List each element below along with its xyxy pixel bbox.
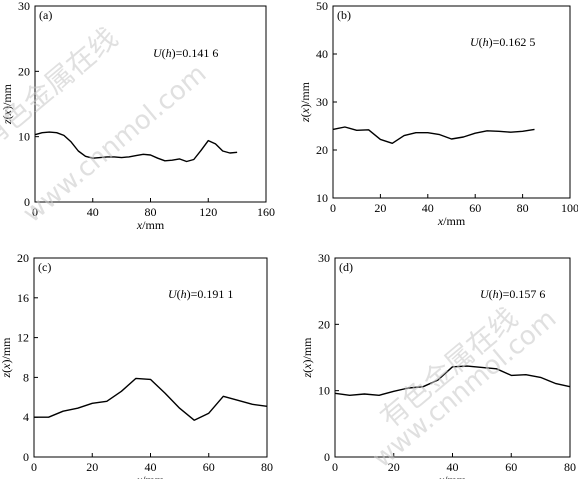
x-axis-label: x/mm (136, 218, 165, 232)
y-tick-label: 0 (324, 450, 330, 464)
panel-label: (c) (38, 260, 51, 274)
x-axis-label-unit: /mm (443, 214, 466, 228)
x-tick-label: 80 (261, 460, 273, 474)
x-tick-label: 0 (32, 205, 38, 219)
y-tick-label: 12 (17, 331, 29, 345)
x-tick-label: 100 (561, 201, 578, 215)
x-axis-label: x/mm (136, 473, 165, 479)
y-tick-label: 20 (318, 317, 330, 331)
annotation-text: U(h)=0.141 6 (153, 46, 218, 60)
panel-c: 0 20 40 60 80 0 4 8 12 16 20 x/mm z(x)/mm (c) U(h)=0.1… (0, 251, 273, 479)
x-axis-label-unit: /mm (142, 473, 165, 479)
y-tick-label: 40 (316, 47, 328, 61)
y-tick-label: 30 (18, 0, 30, 13)
y-tick-label: 0 (24, 195, 30, 209)
annotation-text: U(h)=0.157 6 (480, 287, 545, 301)
y-axis-label: z(x)/mm (0, 83, 14, 125)
annotation-text: U(h)=0.191 1 (168, 287, 233, 301)
x-tick-label: 80 (145, 205, 157, 219)
x-axis-label: x/mm (437, 214, 466, 228)
x-tick-label: 40 (447, 460, 459, 474)
y-tick-label: 4 (23, 410, 29, 424)
x-tick-label: 20 (86, 460, 98, 474)
x-tick-label: 60 (505, 460, 517, 474)
series-line (332, 126, 535, 145)
y-tick-label: 20 (18, 64, 30, 78)
x-tick-label: 0 (332, 460, 338, 474)
x-tick-label: 120 (199, 205, 217, 219)
x-tick-label: 20 (374, 201, 386, 215)
x-tick-label: 20 (388, 460, 400, 474)
x-tick-label: 60 (203, 460, 215, 474)
x-tick-label: 80 (517, 201, 529, 215)
y-tick-label: 8 (23, 370, 29, 384)
y-tick-label: 30 (316, 95, 328, 109)
panel-d: 0 20 40 60 80 0 10 20 30 x/mm z(x)/mm (d) U(h)=0.157… (300, 251, 576, 479)
panel-label: (d) (339, 260, 353, 274)
x-axis-label-var: x (437, 214, 444, 228)
x-axis-label-var: x (136, 473, 143, 479)
panel-b: 0 20 40 60 80 100 10 20 30 40 50 x/mm z(x)/mm (b) U(h)… (298, 0, 578, 228)
x-axis-label-var: x (438, 473, 445, 479)
x-axis-label-var: x (136, 218, 143, 232)
y-axis-label: z(x)/mm (298, 81, 312, 123)
x-axis-label-unit: /mm (142, 218, 165, 232)
x-tick-label: 80 (564, 460, 576, 474)
panel-label: (b) (337, 8, 351, 22)
y-tick-label: 10 (318, 384, 330, 398)
y-tick-label: 16 (17, 291, 29, 305)
x-tick-label: 0 (330, 201, 336, 215)
x-tick-label: 40 (87, 205, 99, 219)
x-tick-label: 0 (31, 460, 37, 474)
panel-a: 0 40 80 120 160 0 10 20 30 x/mm z(x)/mm (a) U(h)=0.1… (0, 0, 275, 232)
y-tick-label: 10 (316, 191, 328, 205)
y-tick-label: 10 (18, 130, 30, 144)
x-tick-label: 160 (257, 205, 275, 219)
x-axis-label: x/mm (438, 473, 467, 479)
y-tick-label: 0 (23, 450, 29, 464)
y-axis-label: z(x)/mm (0, 337, 13, 379)
x-tick-label: 60 (469, 201, 481, 215)
y-tick-label: 20 (316, 143, 328, 157)
y-tick-label: 50 (316, 0, 328, 13)
y-tick-label: 20 (17, 251, 29, 265)
y-axis-label: z(x)/mm (300, 337, 314, 379)
y-tick-label: 30 (318, 251, 330, 265)
series-line (34, 377, 268, 421)
x-tick-label: 40 (145, 460, 157, 474)
x-tick-label: 40 (422, 201, 434, 215)
x-axis-label-unit: /mm (444, 473, 467, 479)
annotation-text: U(h)=0.162 5 (470, 35, 535, 49)
panel-label: (a) (39, 8, 52, 22)
